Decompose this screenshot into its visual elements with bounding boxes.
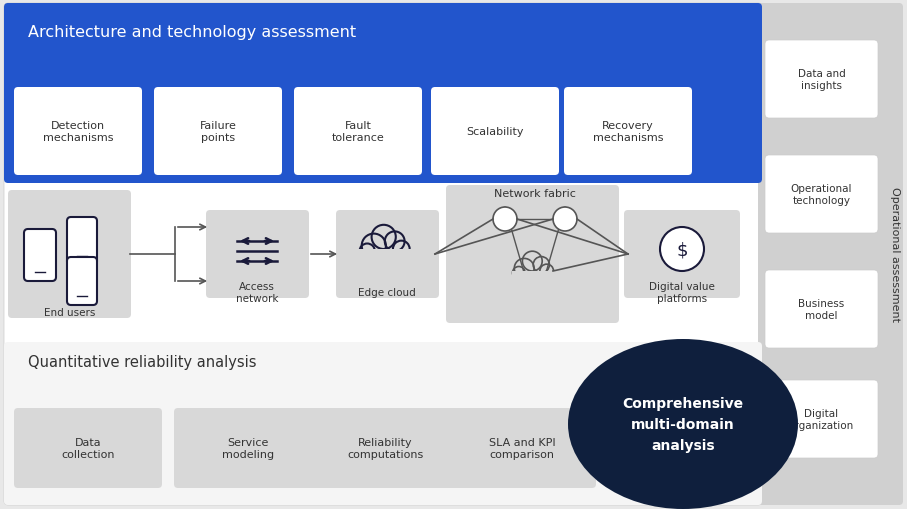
Text: Business
model: Business model	[798, 299, 844, 320]
FancyBboxPatch shape	[758, 4, 903, 505]
FancyBboxPatch shape	[336, 211, 439, 298]
Text: Scalability: Scalability	[466, 127, 523, 137]
Circle shape	[372, 225, 395, 249]
Circle shape	[660, 228, 704, 271]
Circle shape	[393, 241, 410, 258]
FancyBboxPatch shape	[431, 88, 559, 176]
Circle shape	[512, 267, 525, 279]
FancyBboxPatch shape	[14, 408, 162, 488]
FancyBboxPatch shape	[448, 408, 596, 488]
Text: Access
network: Access network	[236, 281, 278, 303]
Text: Recovery
mechanisms: Recovery mechanisms	[593, 121, 663, 143]
FancyBboxPatch shape	[446, 186, 619, 323]
Text: Data and
insights: Data and insights	[797, 69, 845, 91]
Ellipse shape	[568, 340, 798, 509]
Text: End users: End users	[44, 307, 95, 318]
Circle shape	[362, 234, 385, 258]
FancyBboxPatch shape	[4, 4, 762, 184]
Circle shape	[553, 208, 577, 232]
Text: Data
collection: Data collection	[62, 437, 115, 459]
Text: Detection
mechanisms: Detection mechanisms	[43, 121, 113, 143]
FancyBboxPatch shape	[564, 88, 692, 176]
Text: Comprehensive
multi-domain
analysis: Comprehensive multi-domain analysis	[622, 397, 744, 451]
Text: Operational assessment: Operational assessment	[890, 187, 900, 322]
Text: Quantitative reliability analysis: Quantitative reliability analysis	[28, 354, 257, 369]
Text: Failure
points: Failure points	[200, 121, 237, 143]
Circle shape	[540, 265, 553, 278]
Circle shape	[514, 259, 534, 278]
Text: Architecture and technology assessment: Architecture and technology assessment	[28, 24, 356, 39]
Text: Operational
technology: Operational technology	[791, 184, 853, 206]
FancyBboxPatch shape	[624, 211, 740, 298]
Text: Digital value
platforms: Digital value platforms	[649, 281, 715, 303]
FancyBboxPatch shape	[765, 270, 878, 348]
Circle shape	[385, 232, 405, 252]
Text: Service
modeling: Service modeling	[222, 437, 274, 459]
FancyBboxPatch shape	[765, 156, 878, 234]
Circle shape	[377, 240, 397, 260]
FancyBboxPatch shape	[206, 211, 309, 298]
FancyBboxPatch shape	[4, 343, 762, 505]
Text: $: $	[677, 241, 688, 259]
Circle shape	[533, 257, 550, 273]
Text: Fault
tolerance: Fault tolerance	[332, 121, 385, 143]
FancyBboxPatch shape	[154, 88, 282, 176]
Circle shape	[359, 244, 375, 260]
FancyBboxPatch shape	[174, 408, 322, 488]
FancyBboxPatch shape	[294, 88, 422, 176]
FancyBboxPatch shape	[358, 249, 415, 261]
FancyBboxPatch shape	[67, 217, 97, 266]
FancyBboxPatch shape	[14, 88, 142, 176]
Text: Reliability
computations: Reliability computations	[346, 437, 424, 459]
FancyBboxPatch shape	[24, 230, 56, 281]
Circle shape	[527, 263, 543, 279]
Circle shape	[522, 252, 542, 271]
FancyBboxPatch shape	[4, 4, 762, 505]
FancyBboxPatch shape	[765, 41, 878, 119]
Text: Edge cloud: Edge cloud	[358, 288, 416, 297]
FancyBboxPatch shape	[512, 271, 559, 280]
FancyBboxPatch shape	[765, 380, 878, 458]
Text: SLA and KPI
comparison: SLA and KPI comparison	[489, 437, 555, 459]
FancyBboxPatch shape	[8, 191, 131, 318]
Circle shape	[493, 208, 517, 232]
Text: Digital
organization: Digital organization	[789, 408, 854, 430]
Text: Network fabric: Network fabric	[494, 189, 576, 199]
FancyBboxPatch shape	[311, 408, 459, 488]
FancyBboxPatch shape	[67, 258, 97, 305]
